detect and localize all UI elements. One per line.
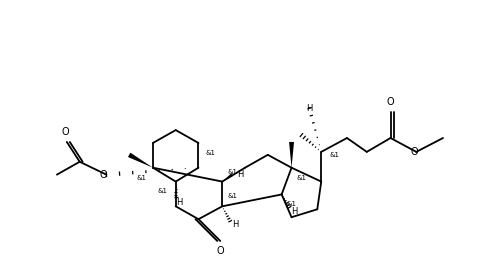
Text: H: H	[291, 207, 298, 216]
Text: &1: &1	[329, 152, 339, 158]
Text: H: H	[306, 104, 312, 113]
Text: &1: &1	[286, 201, 297, 207]
Text: &1: &1	[205, 150, 215, 156]
Text: O: O	[387, 97, 395, 107]
Text: H: H	[232, 220, 238, 229]
Text: H: H	[177, 198, 183, 207]
Polygon shape	[289, 142, 294, 168]
Text: O: O	[410, 147, 418, 157]
Text: H: H	[237, 170, 243, 179]
Text: O: O	[216, 246, 224, 256]
Text: O: O	[99, 170, 107, 180]
Text: O: O	[61, 127, 69, 137]
Polygon shape	[222, 173, 233, 182]
Text: &1: &1	[227, 193, 237, 199]
Text: &1: &1	[227, 169, 237, 175]
Text: &1: &1	[297, 175, 307, 181]
Text: &1: &1	[136, 175, 146, 181]
Polygon shape	[128, 153, 153, 168]
Text: &1: &1	[158, 188, 168, 195]
